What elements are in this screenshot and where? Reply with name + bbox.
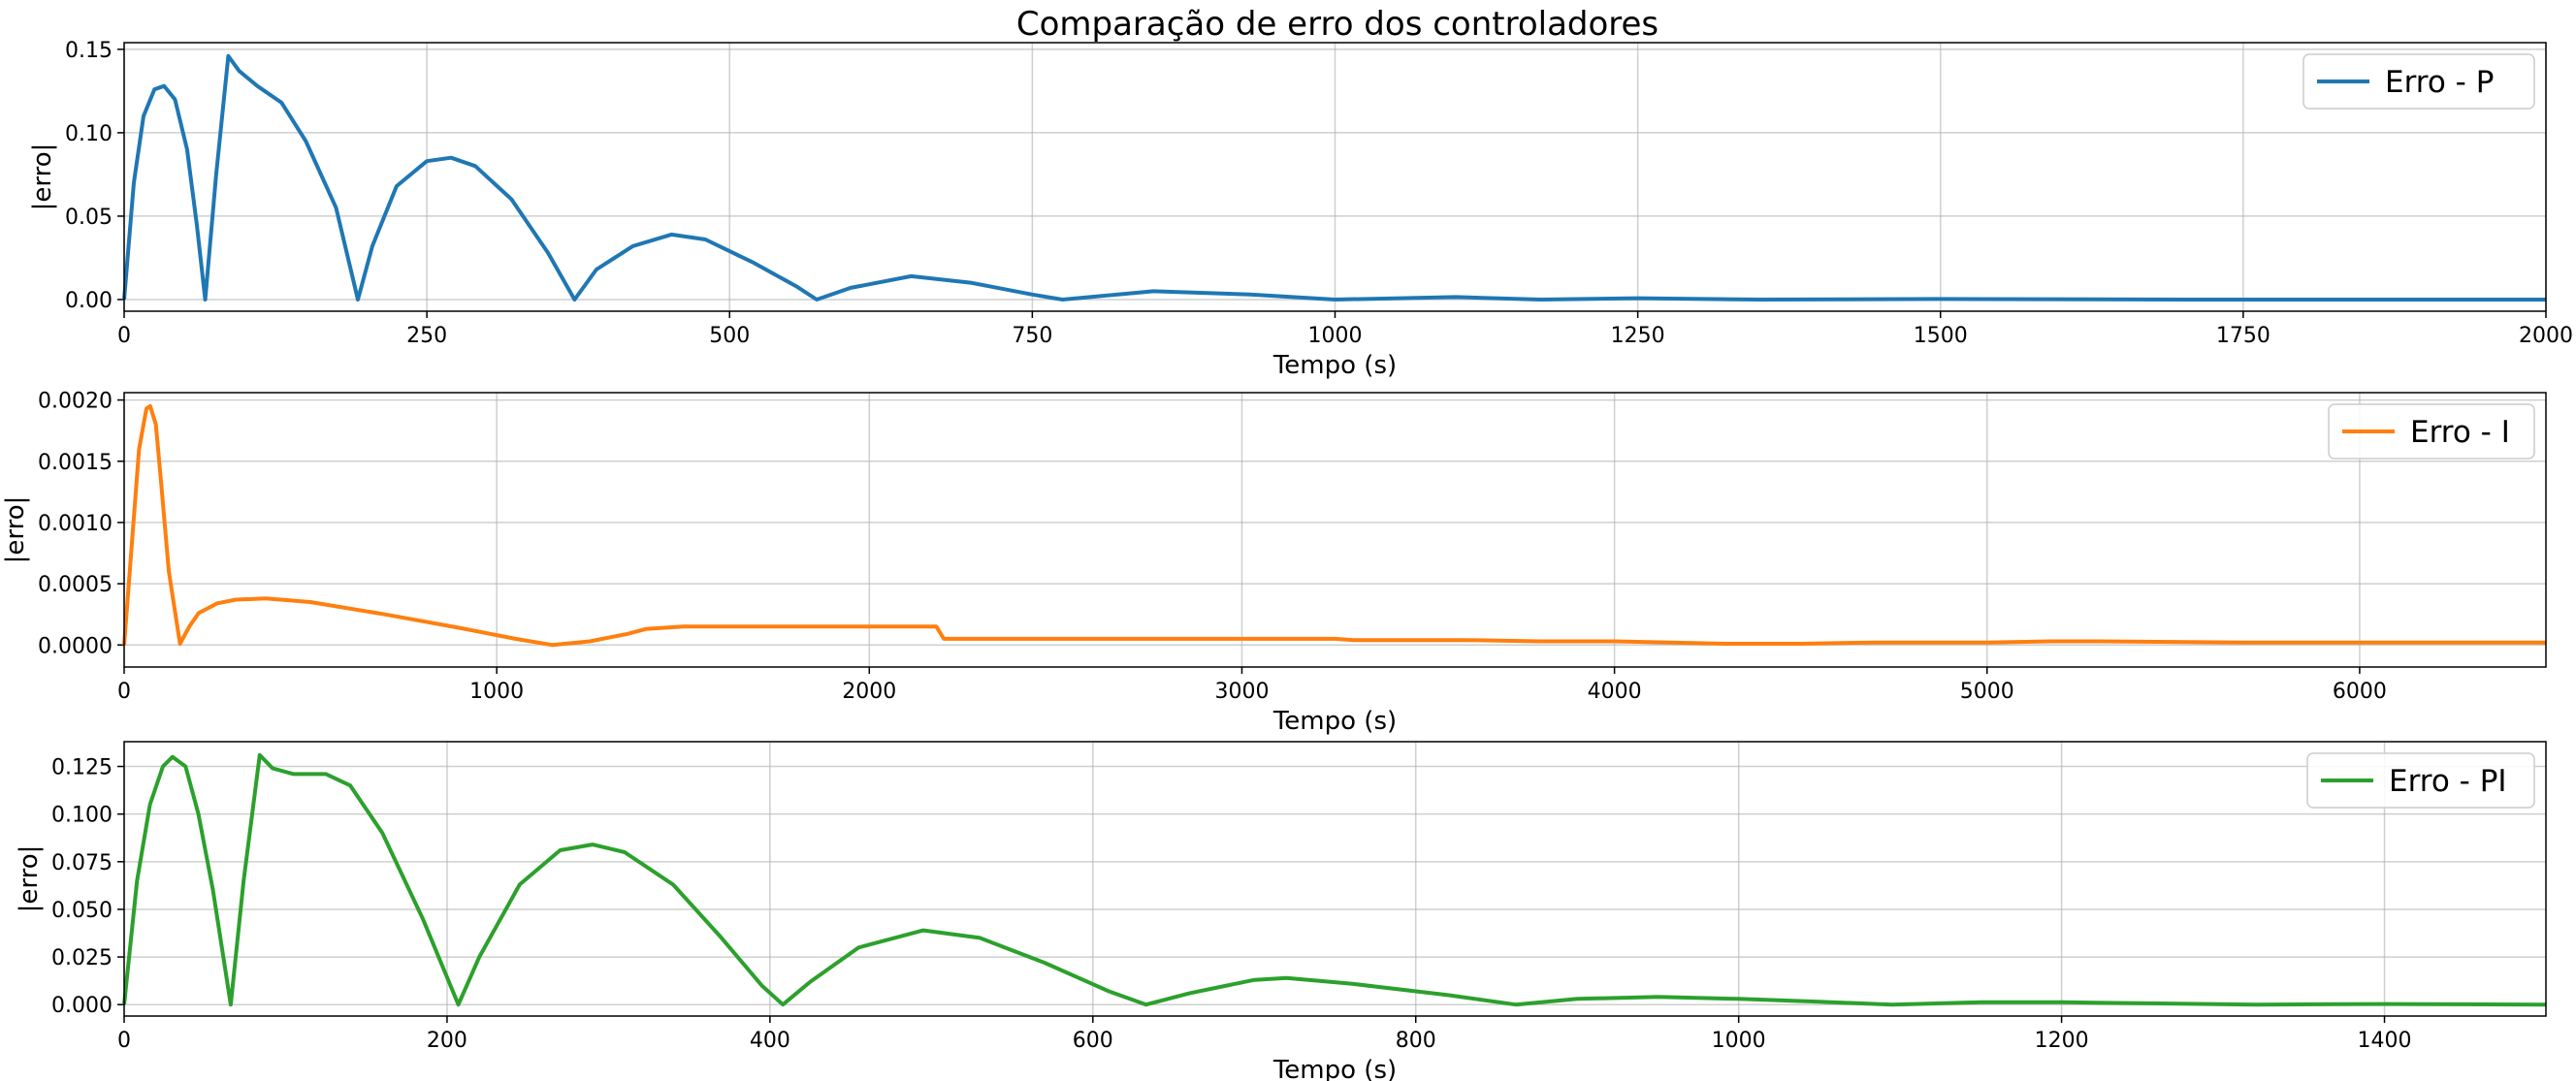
chart-3-ytick-label: 0.000 [51, 994, 113, 1018]
chart-2-legend [2328, 403, 2535, 460]
chart-1-xtick-label: 750 [1012, 324, 1052, 348]
chart-3-series-line [122, 752, 2547, 1007]
chart-3-legend [2306, 752, 2535, 809]
chart-1-xtick-label: 0 [117, 324, 131, 348]
chart-1-series-line [122, 53, 2546, 302]
chart-3-ytick-label: 0.125 [51, 756, 113, 780]
chart-2-xlabel: Tempo (s) [1272, 707, 1397, 736]
chart-2-ylabel: |erro| [1, 496, 30, 564]
chart-3-ytick-label: 0.050 [51, 899, 113, 923]
chart-1-xtick-label: 2000 [2519, 324, 2573, 348]
chart-1-ylabel: |erro| [28, 143, 57, 211]
chart-1-xtick-label: 1000 [1308, 324, 1363, 348]
chart-1-xtick-label: 1750 [2216, 324, 2270, 348]
chart-1-xlabel: Tempo (s) [1272, 351, 1397, 380]
chart-3-xtick-label: 400 [750, 1029, 790, 1053]
chart-2-ytick-label: 0.0000 [38, 634, 113, 658]
chart-1-xtick-label: 250 [406, 324, 447, 348]
chart-3-xtick-label: 600 [1073, 1029, 1113, 1053]
chart-2-frame [123, 392, 2547, 668]
chart-1-xtick-label: 1250 [1611, 324, 1665, 348]
chart-1-ytick-label: 0.00 [65, 289, 113, 313]
chart-2-ytick-label: 0.0010 [38, 512, 113, 536]
chart-3-xtick-label: 1000 [1712, 1029, 1766, 1053]
chart-3-ytick-label: 0.025 [51, 946, 113, 970]
chart-2-xtick-label: 3000 [1214, 680, 1269, 704]
chart-3-xtick-label: 1200 [2035, 1029, 2089, 1053]
chart-3-ylabel: |erro| [15, 845, 44, 913]
chart-1-xtick-label: 500 [709, 324, 750, 348]
chart-2-xtick-label: 2000 [842, 680, 896, 704]
chart-3-xtick-label: 0 [117, 1029, 131, 1053]
chart-1-legend [2302, 53, 2535, 110]
chart-1-ytick-label: 0.05 [65, 206, 113, 230]
figure-title: Comparação de erro dos controladores [1016, 5, 1658, 44]
chart-3-ytick-label: 0.075 [51, 851, 113, 875]
chart-2-xtick-label: 1000 [469, 680, 524, 704]
chart-2-xtick-label: 5000 [1960, 680, 2014, 704]
chart-1-ytick-label: 0.10 [65, 122, 113, 146]
chart-1-frame [123, 42, 2547, 312]
chart-2-legend-label: Erro - I [2410, 415, 2510, 450]
chart-2-ytick-label: 0.0020 [38, 390, 113, 414]
chart-3-legend-label: Erro - PI [2389, 764, 2507, 799]
chart-3-plot-area [124, 742, 2546, 1016]
chart-2-plot-area [124, 393, 2546, 667]
chart-3-xlabel: Tempo (s) [1272, 1056, 1397, 1081]
chart-2-ytick-label: 0.0015 [38, 451, 113, 475]
chart-2-series-line [122, 403, 2546, 648]
chart-2-xtick-label: 0 [117, 680, 131, 704]
chart-2-xtick-label: 6000 [2333, 680, 2387, 704]
chart-3-ytick-label: 0.100 [51, 804, 113, 828]
chart-2-xtick-label: 4000 [1588, 680, 1642, 704]
chart-3-xtick-label: 800 [1396, 1029, 1436, 1053]
chart-3-xtick-label: 200 [427, 1029, 467, 1053]
chart-3-xtick-label: 1400 [2358, 1029, 2412, 1053]
chart-1-legend-label: Erro - P [2385, 65, 2494, 100]
chart-2-ytick-label: 0.0005 [38, 573, 113, 597]
chart-1-xtick-label: 1500 [1914, 324, 1968, 348]
chart-3-frame [123, 741, 2547, 1017]
chart-1-ytick-label: 0.15 [65, 39, 113, 63]
